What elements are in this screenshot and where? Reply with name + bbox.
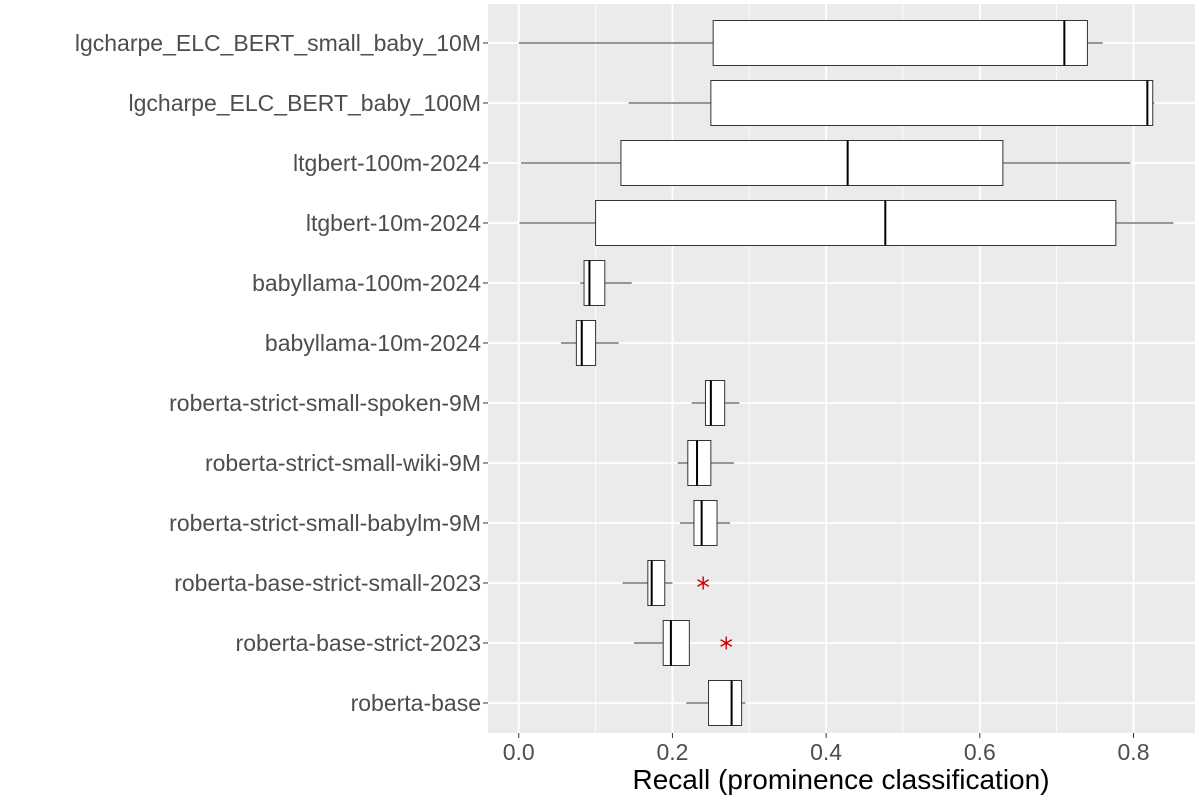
box-group [580,260,632,306]
box-iqr [620,140,1004,186]
y-tick-label: roberta-base-strict-2023 [236,630,481,656]
box-series [518,20,1174,726]
x-axis-title: Recall (prominence classification) [632,764,1049,795]
y-tick-label: lgcharpe_ELC_BERT_baby_100M [129,90,481,116]
x-tick-label: 0.2 [656,739,688,765]
box-iqr [693,500,718,546]
box-group [561,320,619,366]
y-tick-label: roberta-base [351,690,481,716]
box-group [680,500,731,546]
y-tick-label: lgcharpe_ELC_BERT_small_baby_10M [75,30,481,56]
box-iqr [662,620,690,666]
x-tick-label: 0.8 [1118,739,1150,765]
box-iqr [583,260,606,306]
outlier-stroke [720,639,733,647]
x-tick-label: 0.4 [810,739,842,765]
box-iqr [595,200,1117,246]
y-tick-label: roberta-strict-small-wiki-9M [205,450,481,476]
box-group [686,680,746,726]
box-group [622,560,710,606]
y-tick-label: roberta-strict-small-spoken-9M [169,390,481,416]
y-tick-label: ltgbert-100m-2024 [293,150,481,176]
y-tick-label: ltgbert-10m-2024 [306,210,481,236]
outlier-point [697,576,710,590]
box-iqr [710,80,1154,126]
outlier-stroke [697,579,710,587]
box-group [677,440,734,486]
box-iqr [575,320,597,366]
box-iqr [712,20,1088,66]
y-tick-label: babyllama-10m-2024 [265,330,481,356]
box-iqr [704,380,726,426]
y-tick-label: roberta-strict-small-babylm-9M [169,510,481,536]
box-group [634,620,733,666]
x-tick-label: 0.6 [964,739,996,765]
outlier-point [720,636,733,650]
x-tick-label: 0.0 [503,739,535,765]
box-group [691,380,740,426]
box-group [518,20,1103,66]
box-iqr [687,440,712,486]
box-group [521,140,1131,186]
y-tick-label: roberta-base-strict-small-2023 [174,570,481,596]
x-axis: 0.0 0.2 0.4 0.6 0.8 [503,733,1150,765]
box-group [628,80,1155,126]
y-tick-label: babyllama-100m-2024 [252,270,481,296]
box-iqr [647,560,666,606]
y-axis: lgcharpe_ELC_BERT_small_baby_10M lgcharpe… [75,30,488,716]
box-group [519,200,1174,246]
box-iqr [708,680,743,726]
